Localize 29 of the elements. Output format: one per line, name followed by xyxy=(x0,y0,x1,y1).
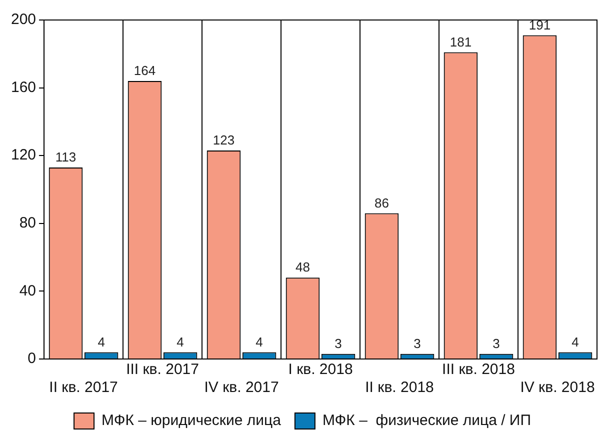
y-tick-label: 160 xyxy=(10,78,36,96)
x-tick-label: III кв. 2018 xyxy=(442,361,515,378)
data-label: 3 xyxy=(492,336,500,351)
data-label: 164 xyxy=(134,63,156,78)
y-tick-label: 40 xyxy=(19,282,36,300)
legend-label: МФК – физические лица / ИП xyxy=(322,412,531,430)
x-tick-label: IV кв. 2018 xyxy=(520,379,595,396)
data-label: 86 xyxy=(374,195,389,210)
data-label: 181 xyxy=(450,34,472,50)
y-tick-label: 120 xyxy=(10,146,36,164)
data-label: 4 xyxy=(176,334,184,350)
y-tick-label: 200 xyxy=(10,11,36,28)
y-tick-label: 80 xyxy=(19,214,36,232)
data-label: 4 xyxy=(256,334,263,350)
x-tick-label: I кв. 2018 xyxy=(288,361,353,378)
data-label: 4 xyxy=(572,334,579,350)
x-tick-label: II кв. 2018 xyxy=(365,379,434,396)
data-label: 191 xyxy=(528,17,551,32)
data-label: 3 xyxy=(334,336,342,351)
data-label: 4 xyxy=(98,334,105,350)
data-label: 3 xyxy=(414,336,421,351)
x-tick-label: IV кв. 2017 xyxy=(204,379,279,396)
legend-label: МФК – юридические лица xyxy=(102,412,282,430)
x-tick-label: III кв. 2017 xyxy=(126,361,199,378)
x-tick-label: II кв. 2017 xyxy=(49,379,118,396)
data-label: 113 xyxy=(55,150,76,165)
data-label: 48 xyxy=(296,260,310,275)
y-tick-label: 0 xyxy=(28,350,36,368)
data-label: 123 xyxy=(212,132,235,148)
